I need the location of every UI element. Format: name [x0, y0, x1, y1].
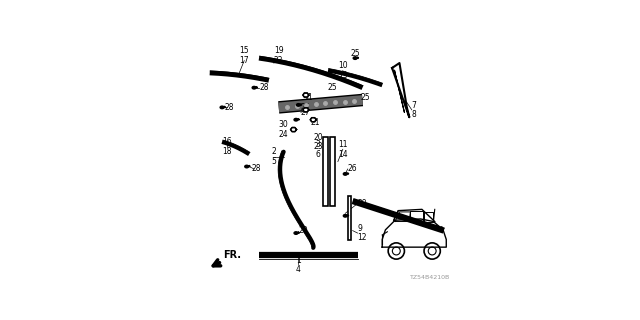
- Text: 16
18: 16 18: [222, 138, 232, 156]
- Text: 29: 29: [298, 226, 308, 235]
- Polygon shape: [345, 173, 349, 174]
- Polygon shape: [252, 86, 256, 89]
- Text: FR.: FR.: [223, 250, 241, 260]
- Bar: [323, 137, 328, 206]
- Text: TZ54B4210B: TZ54B4210B: [410, 275, 450, 280]
- Text: 10
13: 10 13: [338, 61, 348, 80]
- Text: 21: 21: [311, 118, 320, 127]
- Bar: [330, 137, 335, 206]
- Polygon shape: [296, 119, 300, 120]
- Text: 15
17: 15 17: [239, 46, 249, 65]
- Polygon shape: [355, 57, 358, 59]
- Text: 11
14: 11 14: [338, 140, 348, 159]
- Polygon shape: [220, 106, 224, 109]
- Text: 25: 25: [328, 83, 338, 92]
- Polygon shape: [353, 57, 357, 60]
- Polygon shape: [303, 93, 308, 97]
- Text: 20
23: 20 23: [313, 132, 323, 151]
- Text: 30: 30: [279, 120, 289, 129]
- Text: 25: 25: [301, 103, 310, 112]
- Text: 2
5: 2 5: [271, 147, 276, 166]
- Text: 25: 25: [360, 93, 370, 102]
- Polygon shape: [244, 165, 248, 168]
- Polygon shape: [303, 108, 308, 112]
- Polygon shape: [343, 214, 347, 217]
- Text: 25: 25: [350, 49, 360, 58]
- Polygon shape: [294, 232, 298, 234]
- Text: 27: 27: [301, 108, 310, 117]
- Polygon shape: [310, 118, 316, 122]
- Text: 19
22: 19 22: [274, 46, 284, 65]
- Text: 1
4: 1 4: [296, 256, 301, 275]
- Text: 28: 28: [225, 103, 234, 112]
- Polygon shape: [246, 165, 250, 167]
- Text: 9
12: 9 12: [358, 224, 367, 243]
- Text: 28: 28: [252, 164, 261, 173]
- Polygon shape: [298, 104, 302, 105]
- Text: 3
6: 3 6: [316, 140, 321, 159]
- Polygon shape: [254, 87, 258, 88]
- Polygon shape: [345, 215, 349, 216]
- Polygon shape: [294, 118, 298, 121]
- Text: 29: 29: [358, 199, 367, 208]
- Text: 28: 28: [259, 83, 269, 92]
- Text: 7
8: 7 8: [412, 100, 417, 119]
- Text: 31: 31: [303, 93, 313, 102]
- Polygon shape: [343, 173, 347, 175]
- Polygon shape: [291, 127, 296, 132]
- Text: 26: 26: [348, 164, 357, 173]
- Polygon shape: [296, 232, 300, 233]
- Text: 24: 24: [279, 130, 289, 139]
- Polygon shape: [296, 104, 300, 106]
- Polygon shape: [222, 107, 225, 108]
- Bar: [348, 196, 351, 240]
